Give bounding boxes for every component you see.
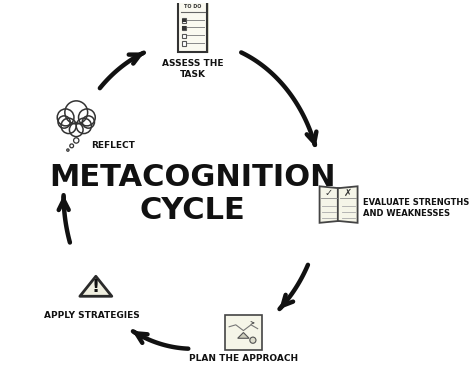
Bar xyxy=(182,34,186,38)
Text: METACOGNITION: METACOGNITION xyxy=(50,163,336,192)
Bar xyxy=(182,26,186,30)
Text: APPLY STRATEGIES: APPLY STRATEGIES xyxy=(44,312,140,321)
Text: TO DO: TO DO xyxy=(184,4,201,9)
Polygon shape xyxy=(238,333,249,338)
Circle shape xyxy=(70,144,74,148)
Polygon shape xyxy=(80,276,112,296)
Text: REFLECT: REFLECT xyxy=(91,141,135,150)
Circle shape xyxy=(250,337,256,343)
Polygon shape xyxy=(320,186,339,223)
Circle shape xyxy=(57,109,74,126)
Circle shape xyxy=(74,138,79,143)
FancyBboxPatch shape xyxy=(225,316,262,349)
Text: ASSESS THE
TASK: ASSESS THE TASK xyxy=(162,58,224,79)
Bar xyxy=(182,18,186,23)
Circle shape xyxy=(79,109,95,126)
FancyBboxPatch shape xyxy=(178,0,207,51)
Circle shape xyxy=(61,118,76,133)
Bar xyxy=(182,41,186,46)
Circle shape xyxy=(65,101,88,124)
Text: ✗: ✗ xyxy=(344,188,352,198)
Text: PLAN THE APPROACH: PLAN THE APPROACH xyxy=(189,354,298,363)
Text: !: ! xyxy=(92,278,100,296)
Circle shape xyxy=(67,149,69,151)
Text: EVALUATE STRENGTHS
AND WEAKNESSES: EVALUATE STRENGTHS AND WEAKNESSES xyxy=(363,199,470,218)
Text: CYCLE: CYCLE xyxy=(140,196,245,225)
Circle shape xyxy=(58,116,70,128)
Circle shape xyxy=(82,116,95,128)
Bar xyxy=(182,19,186,22)
Polygon shape xyxy=(338,186,358,223)
Circle shape xyxy=(70,123,83,136)
FancyBboxPatch shape xyxy=(180,2,209,53)
Circle shape xyxy=(76,118,91,133)
Text: ✓: ✓ xyxy=(325,188,333,198)
Bar xyxy=(182,26,186,30)
